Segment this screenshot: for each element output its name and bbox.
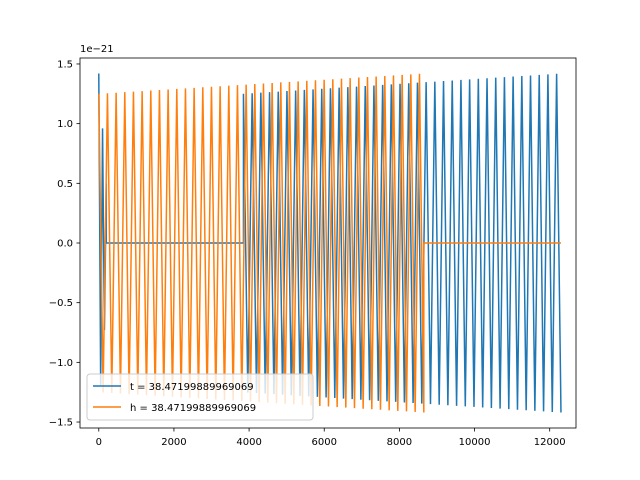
x-axis: 0 2000 4000 6000 8000 10000 12000 xyxy=(96,428,566,448)
legend-label: t = 38.47199889969069 xyxy=(130,382,254,393)
y-tick-label: 0.0 xyxy=(57,239,73,250)
y-tick-label: 1.5 xyxy=(57,59,73,70)
legend-label: h = 38.47199889969069 xyxy=(130,403,256,414)
y-axis: −1.5 −1.0 −0.5 0.0 0.5 1.0 1.5 xyxy=(49,59,80,429)
y-tick-label: −1.5 xyxy=(49,418,73,429)
y-tick-label: 0.5 xyxy=(57,179,73,190)
y-tick-label: −0.5 xyxy=(49,298,73,309)
y-tick-label: −1.0 xyxy=(49,358,73,369)
x-tick-label: 2000 xyxy=(161,437,186,448)
legend-box xyxy=(86,373,314,421)
legend: t = 38.47199889969069 h = 38.471998899690… xyxy=(86,373,314,421)
plot-lines xyxy=(98,73,562,413)
x-tick-label: 12000 xyxy=(534,437,566,448)
x-tick-label: 4000 xyxy=(236,437,261,448)
x-tick-label: 8000 xyxy=(387,437,412,448)
x-tick-label: 10000 xyxy=(459,437,491,448)
series-line-h xyxy=(98,73,561,413)
x-tick-label: 6000 xyxy=(312,437,337,448)
x-tick-label: 0 xyxy=(96,437,102,448)
y-tick-label: 1.0 xyxy=(57,119,73,130)
y-offset-label: 1e−21 xyxy=(80,44,114,55)
